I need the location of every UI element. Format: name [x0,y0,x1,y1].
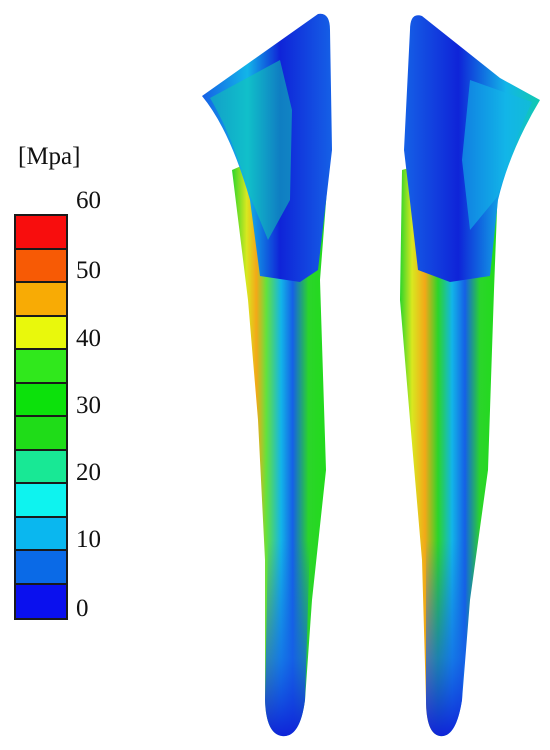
color-legend-bar [14,214,68,620]
right-implant [400,15,540,737]
legend-tick-label: 0 [76,595,89,622]
legend-tick-label: 10 [76,526,101,553]
legend-unit-label: [Mpa] [18,143,81,170]
right-implant-tip [426,540,468,737]
legend-color-band [16,249,66,283]
right-implant-head-highlight [462,80,532,230]
legend-tick-label: 20 [76,459,101,486]
legend-tick-label: 60 [76,187,101,214]
left-implant-tip [265,540,310,737]
legend-color-band [16,316,66,350]
legend-color-band [16,551,66,585]
right-implant-stem [400,130,500,737]
legend-color-band [16,216,66,250]
left-implant [202,13,332,737]
legend-color-band [16,350,66,384]
left-implant-head-highlight [210,60,292,240]
legend-color-band [16,484,66,518]
legend-color-band [16,383,66,417]
legend-color-band [16,417,66,451]
legend-color-band [16,584,66,618]
legend-color-band [16,450,66,484]
legend-color-band [16,517,66,551]
legend-color-band [16,283,66,317]
legend-tick-label: 30 [76,392,101,419]
legend-tick-label: 40 [76,325,101,352]
legend-tick-label: 50 [76,257,101,284]
